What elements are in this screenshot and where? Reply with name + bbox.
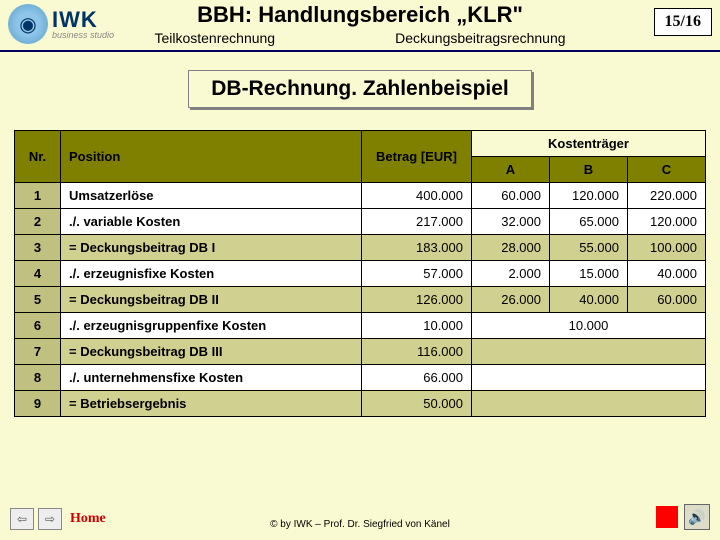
table-row: 9 = Betriebsergebnis 50.000 (15, 391, 706, 417)
cell-b: 40.000 (550, 287, 628, 313)
cell-betrag: 116.000 (362, 339, 472, 365)
cell-b: 65.000 (550, 209, 628, 235)
cell-b: 15.000 (550, 261, 628, 287)
table-row: 3 = Deckungsbeitrag DB I 183.00028.000 5… (15, 235, 706, 261)
table-row: 1 Umsatzerlöse 400.00060.000 120.000 220… (15, 183, 706, 209)
cell-betrag: 217.000 (362, 209, 472, 235)
table-wrap: Nr. Position Betrag [EUR] Kostenträger A… (14, 130, 706, 417)
next-button[interactable]: ⇨ (38, 508, 62, 530)
table-row: 5 = Deckungsbeitrag DB II 126.00026.000 … (15, 287, 706, 313)
cell-a: 32.000 (472, 209, 550, 235)
logo-sub: business studio (52, 31, 114, 40)
cell-a: 26.000 (472, 287, 550, 313)
red-indicator (656, 506, 678, 528)
th-position: Position (61, 131, 362, 183)
cell-nr: 2 (15, 209, 61, 235)
subheader-left: Teilkostenrechnung (154, 30, 275, 46)
cell-c: 120.000 (628, 209, 706, 235)
cell-c: 40.000 (628, 261, 706, 287)
th-kostentraeger: Kostenträger (472, 131, 706, 157)
cell-position: ./. erzeugnisgruppenfixe Kosten (61, 313, 362, 339)
cell-nr: 8 (15, 365, 61, 391)
cell-position: = Deckungsbeitrag DB I (61, 235, 362, 261)
th-a: A (472, 157, 550, 183)
cell-a: 2.000 (472, 261, 550, 287)
header: ◉ IWK business studio BBH: Handlungsbere… (0, 0, 720, 52)
table-row: 2 ./. variable Kosten 217.00032.000 65.0… (15, 209, 706, 235)
table-row: 7 = Deckungsbeitrag DB III 116.000 (15, 339, 706, 365)
speaker-icon[interactable]: 🔊 (684, 504, 710, 530)
cell-betrag: 50.000 (362, 391, 472, 417)
cell-empty (472, 391, 706, 417)
th-b: B (550, 157, 628, 183)
cell-betrag: 57.000 (362, 261, 472, 287)
cell-merged: 10.000 (472, 313, 706, 339)
th-betrag: Betrag [EUR] (362, 131, 472, 183)
logo: ◉ IWK business studio (8, 4, 114, 44)
cell-betrag: 10.000 (362, 313, 472, 339)
cell-c: 100.000 (628, 235, 706, 261)
cell-c: 60.000 (628, 287, 706, 313)
cell-nr: 1 (15, 183, 61, 209)
cell-position: ./. erzeugnisfixe Kosten (61, 261, 362, 287)
cell-c: 220.000 (628, 183, 706, 209)
cell-nr: 9 (15, 391, 61, 417)
cell-position: ./. unternehmensfixe Kosten (61, 365, 362, 391)
cell-a: 28.000 (472, 235, 550, 261)
cell-betrag: 126.000 (362, 287, 472, 313)
th-c: C (628, 157, 706, 183)
cell-position: Umsatzerlöse (61, 183, 362, 209)
home-link[interactable]: Home (70, 511, 106, 527)
copyright: © by IWK – Prof. Dr. Siegfried von Känel (0, 519, 720, 530)
cell-b: 120.000 (550, 183, 628, 209)
cell-betrag: 400.000 (362, 183, 472, 209)
cell-position: = Deckungsbeitrag DB II (61, 287, 362, 313)
cell-nr: 6 (15, 313, 61, 339)
nav-right: 🔊 (656, 504, 710, 530)
globe-icon: ◉ (8, 4, 48, 44)
footer: © by IWK – Prof. Dr. Siegfried von Känel… (0, 519, 720, 530)
th-nr: Nr. (15, 131, 61, 183)
table-row: 6 ./. erzeugnisgruppenfixe Kosten 10.000… (15, 313, 706, 339)
section-title-wrap: DB-Rechnung. Zahlenbeispiel (0, 70, 720, 108)
cell-b: 55.000 (550, 235, 628, 261)
cell-position: = Betriebsergebnis (61, 391, 362, 417)
cell-position: = Deckungsbeitrag DB III (61, 339, 362, 365)
cell-betrag: 183.000 (362, 235, 472, 261)
table-row: 8 ./. unternehmensfixe Kosten 66.000 (15, 365, 706, 391)
cell-empty (472, 365, 706, 391)
cell-empty (472, 339, 706, 365)
db-table: Nr. Position Betrag [EUR] Kostenträger A… (14, 130, 706, 417)
cell-nr: 4 (15, 261, 61, 287)
section-title: DB-Rechnung. Zahlenbeispiel (188, 70, 532, 108)
cell-nr: 7 (15, 339, 61, 365)
logo-main: IWK (52, 9, 114, 31)
cell-nr: 5 (15, 287, 61, 313)
subheader-right: Deckungsbeitragsrechnung (395, 30, 565, 46)
cell-position: ./. variable Kosten (61, 209, 362, 235)
cell-a: 60.000 (472, 183, 550, 209)
prev-button[interactable]: ⇦ (10, 508, 34, 530)
nav-left: ⇦ ⇨ Home (10, 508, 106, 530)
page-badge: 15/16 (654, 8, 712, 36)
cell-betrag: 66.000 (362, 365, 472, 391)
cell-nr: 3 (15, 235, 61, 261)
table-row: 4 ./. erzeugnisfixe Kosten 57.0002.000 1… (15, 261, 706, 287)
